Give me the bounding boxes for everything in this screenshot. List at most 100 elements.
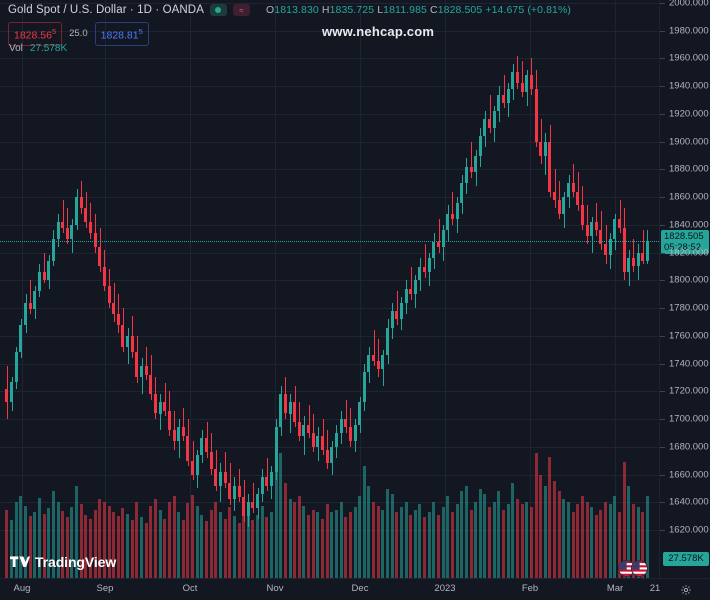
close-value: 1828.505 xyxy=(437,4,483,16)
grid-line-horizontal xyxy=(0,308,659,310)
market-status-icon[interactable] xyxy=(209,4,227,16)
candle-body xyxy=(474,155,478,173)
price-axis-tick: 1980.000 xyxy=(669,25,709,37)
volume-bar xyxy=(149,505,153,578)
grid-line-horizontal xyxy=(0,197,659,199)
price-tick-mark xyxy=(660,308,665,310)
candle-wick xyxy=(44,252,45,284)
volume-bar xyxy=(427,512,431,578)
candle-body xyxy=(61,222,65,228)
ask-price-box[interactable]: 1828.815 xyxy=(94,22,149,46)
price-axis-separator xyxy=(659,0,660,578)
volume-bar xyxy=(297,496,301,578)
price-axis-tick: 1740.000 xyxy=(669,358,709,370)
volume-bar xyxy=(358,496,362,578)
volume-bar xyxy=(246,509,250,578)
volume-legend[interactable]: Vol 27.578K xyxy=(9,43,67,54)
candle-wick xyxy=(374,330,375,367)
candle-body xyxy=(93,233,97,248)
candle-wick xyxy=(620,199,621,234)
candle-body xyxy=(153,394,157,414)
volume-bar xyxy=(65,517,69,578)
price-tick-mark xyxy=(660,30,665,32)
volume-bar xyxy=(24,505,28,578)
candle-body xyxy=(279,394,283,428)
candle-body xyxy=(529,75,533,89)
grid-line-horizontal xyxy=(0,224,659,226)
gear-icon[interactable] xyxy=(680,583,692,595)
open-value: 1813.830 xyxy=(274,4,319,16)
volume-bar xyxy=(464,485,468,578)
volume-bar xyxy=(307,514,311,578)
volume-bar xyxy=(330,512,334,578)
candle-body xyxy=(218,471,222,486)
candle-body xyxy=(75,197,79,225)
volume-bar xyxy=(381,509,385,578)
volume-bar xyxy=(492,501,496,578)
grid-line-horizontal xyxy=(0,474,659,476)
us-flag-icon[interactable] xyxy=(631,560,648,577)
time-axis-tick: Feb xyxy=(521,583,539,594)
symbol-title[interactable]: Gold Spot / U.S. Dollar · 1D · OANDA xyxy=(8,4,204,16)
candle-body xyxy=(158,402,162,414)
candle-body xyxy=(130,335,134,353)
volume-bar xyxy=(260,505,264,578)
candle-wick xyxy=(471,141,472,178)
low-value: 1811.985 xyxy=(383,4,427,16)
time-axis[interactable]: Aug Sep Oct Nov Dec 2023 Feb Mar 21 xyxy=(0,578,710,600)
candle-body xyxy=(228,482,232,500)
candle-body xyxy=(33,291,37,310)
session-flags xyxy=(618,560,656,578)
candle-body xyxy=(631,258,635,267)
volume-bar xyxy=(497,491,501,578)
volume-bar xyxy=(311,509,315,578)
grid-line-horizontal xyxy=(0,446,659,448)
candle-body xyxy=(492,111,496,128)
tilde-icon[interactable]: ≈ xyxy=(232,4,250,16)
volume-bar xyxy=(423,517,427,578)
candle-body xyxy=(604,244,608,256)
candle-body xyxy=(24,302,28,325)
volume-bar xyxy=(622,462,626,578)
candle-body xyxy=(302,424,306,436)
bid-price-box[interactable]: 1828.565 xyxy=(8,22,63,46)
candle-body xyxy=(163,402,167,411)
tradingview-branding[interactable]: TradingView xyxy=(10,554,116,570)
volume-bar xyxy=(404,501,408,578)
tradingview-logo-text: TradingView xyxy=(35,554,117,570)
volume-badge-value: 27.578K xyxy=(668,553,704,564)
candle-body xyxy=(149,374,153,395)
candle-body xyxy=(135,352,139,378)
time-axis-tick: Sep xyxy=(96,583,114,594)
volume-badge[interactable]: 27.578K xyxy=(663,552,709,566)
volume-bar xyxy=(200,514,204,578)
candle-body xyxy=(372,355,376,361)
volume-bar xyxy=(567,501,570,578)
volume-bar xyxy=(237,522,241,578)
candle-body xyxy=(14,352,18,382)
current-price-badge[interactable]: 1828.505 05:28:52 xyxy=(661,229,709,254)
volume-bar xyxy=(256,514,260,578)
candle-body xyxy=(265,477,269,486)
chart-grid xyxy=(0,0,659,578)
candle-body xyxy=(237,485,241,497)
volume-bar xyxy=(483,493,487,578)
grid-line-horizontal xyxy=(0,169,659,171)
volume-bar xyxy=(534,453,538,578)
candle-body xyxy=(140,366,144,378)
candle-body xyxy=(297,421,301,436)
volume-bar xyxy=(418,504,422,578)
volume-bar xyxy=(553,480,557,578)
candle-body xyxy=(65,227,69,239)
price-axis-tick: 1640.000 xyxy=(669,496,709,508)
candle-body xyxy=(205,438,209,453)
price-axis[interactable]: 1828.505 05:28:52 27.578K 2000.000 1980.0… xyxy=(659,0,710,578)
volume-bar xyxy=(390,493,394,578)
volume-bar xyxy=(79,504,83,578)
candle-body xyxy=(167,410,171,431)
time-axis-tick: 21 xyxy=(649,583,661,594)
candle-body xyxy=(497,94,501,112)
candle-body xyxy=(5,388,9,403)
candle-wick xyxy=(193,441,194,481)
